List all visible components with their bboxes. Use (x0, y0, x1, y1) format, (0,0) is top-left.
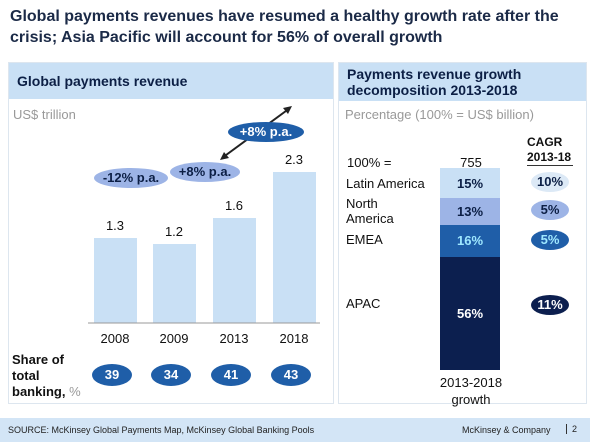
slide-title: Global payments revenues have resumed a … (10, 8, 559, 46)
left-panel-title: Global payments revenue (9, 63, 333, 99)
value-label: 2.3 (284, 152, 304, 168)
cagr-badge: 11% (531, 295, 569, 315)
share-unit: % (69, 384, 81, 399)
x-tick-label: 2013 (219, 331, 249, 346)
cagr-header: CAGR 2013-18 (527, 135, 573, 166)
arrow-head-down (220, 152, 229, 160)
total-label: 100% = (347, 155, 392, 170)
share-label-text: Share of total banking, (12, 352, 66, 399)
share-label: Share of total banking, % (12, 352, 92, 400)
segment-apac: 56% (440, 256, 500, 370)
brand: McKinsey & Company (462, 425, 551, 435)
growth-badge: +8% p.a. (170, 162, 240, 182)
share-badge: 43 (271, 364, 311, 386)
region-label: APAC (346, 296, 381, 311)
segment-north-america: 13% (440, 198, 500, 225)
left-y-unit: US$ trillion (13, 107, 76, 122)
right-y-unit: Percentage (100% = US$ billion) (345, 107, 534, 122)
source-note: SOURCE: McKinsey Global Payments Map, Mc… (8, 425, 315, 435)
value-label: 1.2 (164, 224, 184, 240)
right-panel-title: Payments revenue growth decomposition 20… (339, 63, 586, 101)
total-value: 755 (460, 155, 482, 170)
cagr-badge: 10% (531, 172, 569, 193)
segment-label: 15% (456, 175, 484, 191)
bar-2013 (213, 218, 256, 323)
region-label: North America (346, 196, 394, 226)
bar-2008 (94, 237, 137, 323)
growth-badge: -12% p.a. (94, 168, 168, 188)
x-tick-label: 2009 (159, 331, 189, 346)
segment-label: 13% (456, 203, 484, 219)
bar-2009 (153, 244, 196, 323)
value-label: 1.6 (224, 198, 244, 214)
cagr-badge: 5% (531, 200, 569, 221)
growth-badge: +8% p.a. (228, 122, 304, 142)
footer: SOURCE: McKinsey Global Payments Map, Mc… (0, 418, 590, 442)
segment-label: 16% (456, 233, 484, 249)
share-badge: 34 (151, 364, 191, 386)
share-badge: 39 (92, 364, 132, 386)
segment-latin-america: 15% (440, 168, 500, 199)
stacked-bar: 15% 13% 16% 56% (440, 168, 500, 370)
stack-category: 2013-2018 growth (439, 375, 503, 407)
segment-emea: 16% (440, 224, 500, 257)
segment-label: 56% (456, 305, 484, 321)
arrow-head-up (283, 106, 292, 114)
bar-2018 (273, 172, 316, 323)
cagr-badge: 5% (531, 229, 569, 250)
region-label: Latin America (346, 176, 425, 191)
value-label: 1.3 (105, 217, 125, 233)
x-tick-label: 2018 (279, 331, 309, 346)
region-label: EMEA (346, 232, 383, 247)
left-panel: Global payments revenue US$ trillion (8, 62, 334, 404)
share-badge: 41 (211, 364, 251, 386)
page-number: 2 (566, 424, 577, 434)
x-tick-label: 2008 (100, 331, 130, 346)
